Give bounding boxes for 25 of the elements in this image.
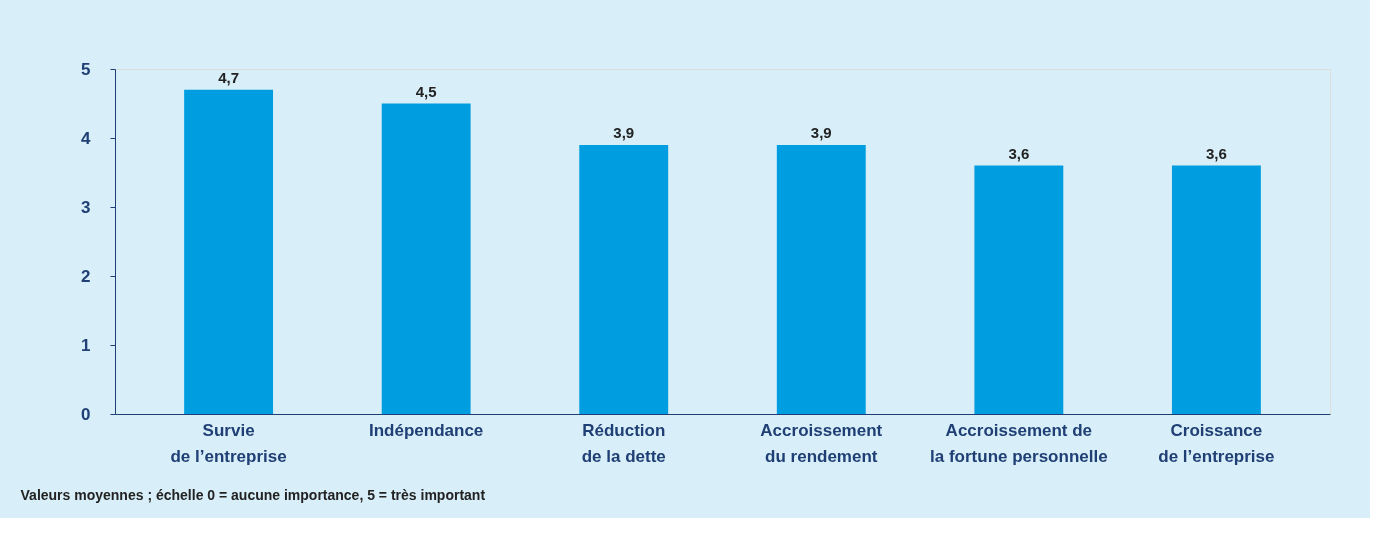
text: Valeurs moyennes ; échelle 0 = aucune importance, 5 = très important [20,487,486,503]
bar [1171,165,1261,414]
data-label: 4,5 [415,82,437,100]
y-tick-label: 5 [81,59,91,79]
y-tick-label: 4 [81,128,92,148]
y-tick-label: 1 [81,335,91,355]
x-tick-label: Indépendance [369,420,484,440]
data-label: 3,6 [1205,144,1227,162]
bar [974,165,1064,414]
data-label: 3,9 [810,123,832,141]
bar [776,144,866,414]
x-tick-label: Accroissement de la fortune personnelle [930,420,1108,466]
x-tick-label: Survie de l’entreprise [170,420,287,466]
x-tick-label: Accroissement du rendement [760,420,883,466]
bar [579,144,669,414]
y-tick-label: 0 [81,404,91,424]
x-tick-label: Réduction de la dette [581,420,666,466]
x-tick-label: Croissance de l’entreprise [1158,420,1275,466]
data-label: 4,7 [218,68,240,86]
y-tick-label: 3 [81,197,91,217]
bar [381,103,471,414]
bar [184,89,274,414]
data-label: 3,9 [613,123,635,141]
data-label: 3,6 [1008,144,1030,162]
y-tick-label: 2 [81,266,91,286]
